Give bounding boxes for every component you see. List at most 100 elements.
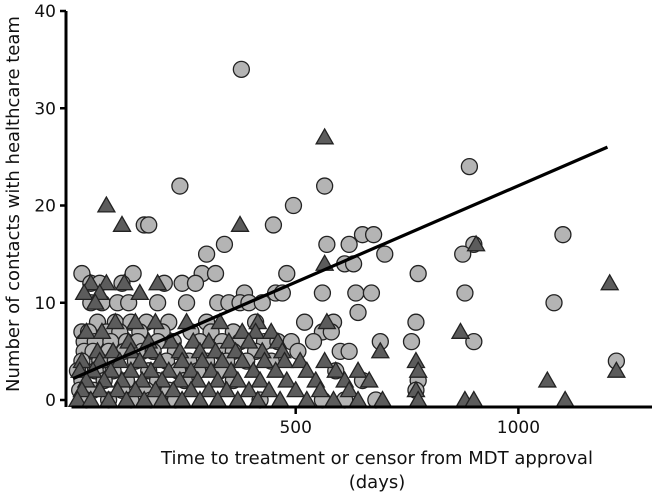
- x-axis-ticks: 500 1000: [279, 407, 540, 438]
- y-tick-label: 0: [45, 391, 56, 411]
- triangle-point: [208, 370, 228, 388]
- triangle-point: [537, 370, 557, 388]
- circle-point: [409, 264, 427, 283]
- circle-point: [362, 284, 381, 302]
- triangle-point: [228, 370, 248, 388]
- triangle-point: [266, 361, 286, 378]
- triangle-point: [245, 322, 266, 339]
- triangle-point: [212, 351, 232, 369]
- triangle-point: [85, 292, 105, 310]
- triangle-point: [199, 380, 219, 398]
- circle-point: [148, 294, 167, 312]
- circle-point: [364, 226, 383, 244]
- circle-point: [349, 303, 367, 322]
- circle-point: [215, 235, 234, 254]
- triangle-point: [132, 370, 152, 388]
- triangle-point: [348, 361, 368, 378]
- triangle-point: [163, 380, 183, 398]
- y-tick-label: 40: [34, 2, 56, 22]
- triangle-point: [408, 361, 428, 378]
- triangle-point: [310, 380, 330, 398]
- triangle-point: [107, 380, 128, 398]
- circle-point: [456, 284, 474, 302]
- triangle-point: [290, 351, 310, 369]
- triangle-point: [76, 322, 96, 339]
- triangle-point: [181, 361, 201, 378]
- triangle-point: [199, 331, 219, 349]
- circle-point: [232, 60, 251, 78]
- triangle-point: [239, 380, 259, 398]
- x-tick-label: 500: [279, 418, 311, 438]
- triangle-point: [181, 380, 201, 398]
- triangle-point: [101, 361, 121, 378]
- circle-point: [554, 226, 572, 244]
- triangle-point: [159, 361, 179, 378]
- y-axis-title: Number of contacts with healthcare team: [3, 16, 24, 392]
- triangle-point: [359, 370, 379, 388]
- triangle-point: [250, 370, 270, 388]
- triangle-point: [210, 312, 230, 330]
- circle-point: [278, 264, 296, 283]
- triangle-point: [188, 370, 208, 388]
- triangle-point: [221, 361, 241, 378]
- triangle-point: [105, 312, 125, 330]
- circle-point: [177, 294, 196, 312]
- triangle-point: [96, 273, 117, 291]
- triangle-point: [232, 351, 252, 369]
- circle-point: [171, 177, 189, 195]
- circle-point: [284, 196, 303, 215]
- triangle-point: [148, 273, 168, 291]
- triangle-point: [315, 351, 335, 369]
- triangle-point: [161, 331, 181, 349]
- triangle-point: [217, 380, 237, 398]
- triangle-point: [114, 273, 134, 291]
- triangle-point: [92, 322, 112, 339]
- triangle-point: [201, 361, 221, 378]
- circle-point: [465, 332, 483, 351]
- triangle-point: [339, 380, 359, 398]
- circle-point: [206, 264, 225, 283]
- circle-point: [376, 245, 394, 263]
- triangle-point: [81, 273, 101, 291]
- triangle-point: [315, 127, 335, 145]
- triangle-point: [183, 331, 203, 349]
- circle-point: [124, 264, 142, 283]
- triangle-point: [112, 215, 132, 232]
- triangle-point: [277, 370, 297, 388]
- circle-point: [140, 216, 158, 234]
- triangle-point: [145, 312, 166, 330]
- circle-point: [318, 235, 336, 254]
- triangle-point: [90, 380, 110, 398]
- triangle-point: [130, 351, 150, 369]
- triangle-point: [121, 361, 141, 378]
- y-tick-label: 10: [34, 294, 56, 314]
- triangle-point: [125, 380, 145, 398]
- triangle-point: [317, 312, 337, 330]
- triangle-point: [141, 361, 161, 378]
- circle-point: [186, 274, 205, 292]
- triangle-point: [96, 195, 117, 213]
- x-tick-label: 1000: [497, 418, 540, 438]
- triangle-point: [606, 361, 626, 378]
- triangle-point: [225, 341, 246, 359]
- triangle-point: [172, 351, 192, 369]
- triangle-point: [600, 273, 620, 291]
- x-axis-title-line1: Time to treatment or censor from MDT app…: [160, 448, 593, 469]
- triangle-point: [130, 283, 150, 301]
- triangle-point: [170, 370, 190, 388]
- triangle-point: [103, 341, 123, 359]
- circle-point: [454, 245, 472, 263]
- circle-point: [340, 342, 358, 361]
- triangle-point: [297, 361, 317, 378]
- circle-point: [313, 284, 332, 302]
- triangle-point: [152, 370, 172, 388]
- triangle-point: [555, 390, 575, 408]
- triangle-point: [261, 322, 281, 339]
- triangle-point: [205, 341, 226, 359]
- triangle-point: [74, 283, 94, 301]
- circle-point: [197, 245, 216, 263]
- triangle-point: [141, 341, 161, 359]
- circle-point: [407, 313, 425, 331]
